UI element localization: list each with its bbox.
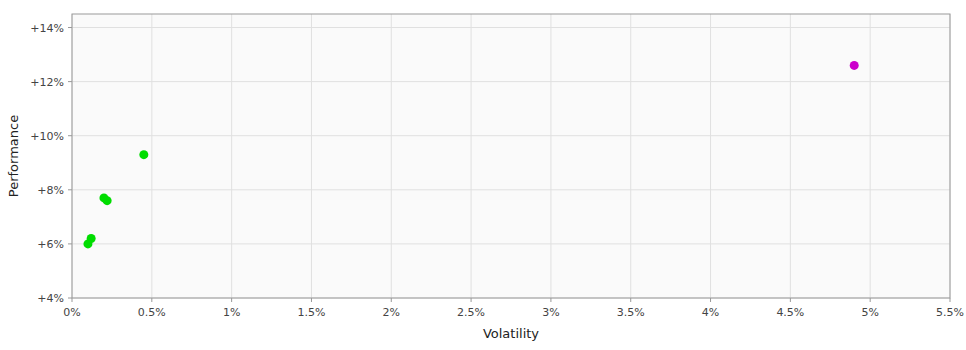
- x-grid-line: [471, 14, 472, 298]
- y-tick-label: +14%: [30, 22, 64, 35]
- scatter-point: [87, 234, 96, 243]
- x-grid-line: [151, 14, 152, 298]
- x-tick: [231, 298, 232, 302]
- y-tick: [68, 298, 72, 299]
- x-tick: [790, 298, 791, 302]
- series: [83, 150, 148, 248]
- x-axis-label: Volatility: [483, 326, 539, 341]
- x-grid-line: [630, 14, 631, 298]
- x-tick-label: 4%: [702, 306, 719, 319]
- y-tick: [68, 189, 72, 190]
- data-points: [83, 61, 858, 249]
- y-tick: [68, 243, 72, 244]
- y-grid-line: [72, 189, 950, 190]
- x-grid-line: [790, 14, 791, 298]
- y-tick-label: +12%: [30, 76, 64, 89]
- y-grid-line: [72, 81, 950, 82]
- y-tick-label: +8%: [37, 184, 64, 197]
- x-tick-label: 3.5%: [617, 306, 645, 319]
- x-tick: [950, 298, 951, 302]
- x-tick-label: 3%: [542, 306, 559, 319]
- x-tick: [550, 298, 551, 302]
- x-tick-label: 5%: [861, 306, 878, 319]
- x-tick-label: 5.5%: [936, 306, 964, 319]
- chart: 0% 0.5% 1% 1.5% 2% 2.5% 3% 3.5% 4% 4.5% 5% 5.5% +4% +…: [0, 0, 966, 350]
- y-tick: [68, 27, 72, 28]
- x-grid-line: [391, 14, 392, 298]
- x-tick: [471, 298, 472, 302]
- x-tick: [311, 298, 312, 302]
- x-tick: [870, 298, 871, 302]
- x-tick: [72, 298, 73, 302]
- scatter-point: [103, 196, 112, 205]
- y-tick-label: +6%: [37, 238, 64, 251]
- grid: [72, 14, 950, 298]
- x-tick-label: 0%: [63, 306, 80, 319]
- scatter-point: [850, 61, 859, 70]
- x-grid-line: [870, 14, 871, 298]
- y-tick: [68, 135, 72, 136]
- x-tick-label: 1.5%: [297, 306, 325, 319]
- x-tick: [710, 298, 711, 302]
- x-tick-label: 1%: [223, 306, 240, 319]
- x-tick-label: 2%: [383, 306, 400, 319]
- y-tick-label: +4%: [37, 292, 64, 305]
- plot-background: [72, 14, 950, 298]
- x-tick: [630, 298, 631, 302]
- x-tick: [151, 298, 152, 302]
- x-tick: [391, 298, 392, 302]
- y-grid-line: [72, 243, 950, 244]
- x-tick-label: 4.5%: [776, 306, 804, 319]
- y-grid-line: [72, 135, 950, 136]
- axes: 0% 0.5% 1% 1.5% 2% 2.5% 3% 3.5% 4% 4.5% 5% 5.5% +4% +…: [30, 22, 964, 319]
- y-tick: [68, 81, 72, 82]
- plot-frame: [72, 14, 950, 298]
- x-grid-line: [231, 14, 232, 298]
- x-grid-line: [710, 14, 711, 298]
- x-tick-label: 0.5%: [138, 306, 166, 319]
- y-tick-label: +10%: [30, 130, 64, 143]
- x-grid-line: [550, 14, 551, 298]
- scatter-point: [139, 150, 148, 159]
- series: [850, 61, 859, 70]
- page: {"chart_data": {"type": "scatter", "xlab…: [0, 0, 966, 350]
- y-axis-label: Performance: [6, 115, 21, 197]
- x-tick-label: 2.5%: [457, 306, 485, 319]
- x-grid-line: [311, 14, 312, 298]
- y-grid-line: [72, 27, 950, 28]
